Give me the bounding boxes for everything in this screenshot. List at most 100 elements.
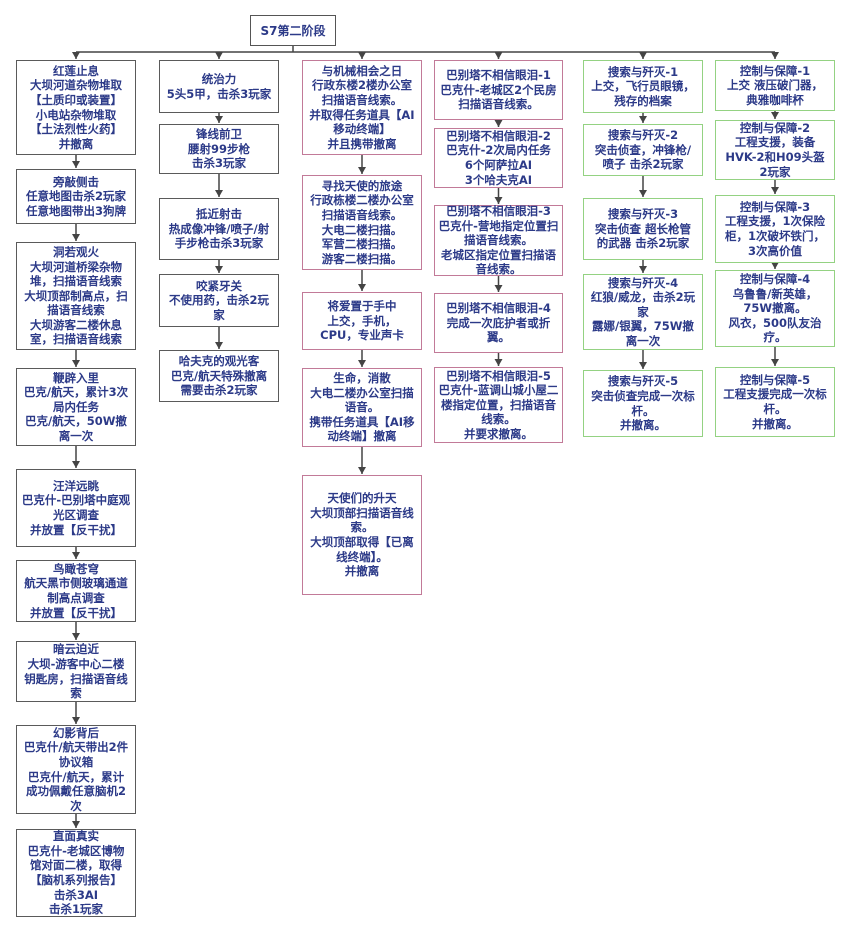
task-line: CPU，专业声卡 <box>320 328 404 343</box>
task-node: 搜索与歼灭-3 突击侦查 超长枪管 的武器 击杀2玩家 <box>583 198 703 260</box>
task-line: 钥匙房，扫描语音线 <box>24 671 128 686</box>
task-title: 生命，消散 <box>333 371 391 386</box>
task-node: 巴别塔不相信眼泪-4 完成一次庇护者或折 翼。 <box>434 293 563 353</box>
task-node: 哈夫克的观光客 巴克/航天特殊撤离 需要击杀2玩家 <box>159 350 279 402</box>
task-line: 【土法烈性火药】 <box>30 122 122 137</box>
task-node: 红莲止息 大坝河道杂物堆取 【土质印或装置】 小电站杂物堆取 【土法烈性火药】 并撤离 <box>16 60 136 155</box>
task-title: 搜索与歼灭-5 <box>607 374 679 389</box>
task-node: 幻影背后 巴克什/航天带出2件 协议箱 巴克什/航天，累计 成功佩戴任意脑机2 次 <box>16 725 136 814</box>
task-node: 天使们的升天 大坝顶部扫描语音线 索。 大坝顶部取得【已离 线终端】。 并撤离 <box>302 475 422 595</box>
task-line: 3个哈夫克AI <box>464 172 533 187</box>
task-line: 并撤离 <box>344 564 380 579</box>
task-line: 突击侦查 超长枪管 <box>594 221 691 236</box>
task-line: 巴克什/航天带出2件 <box>23 740 129 755</box>
task-line: 乌鲁鲁/新英雄， <box>732 286 818 301</box>
task-node: 控制与保障-3 工程支援，1次保险 柜，1次破坏铁门， 3次高价值 <box>715 195 835 263</box>
task-line: 扫描语音线索。 <box>321 92 403 107</box>
task-line: 6个阿萨拉AI <box>464 158 533 172</box>
task-line: 制高点调查 <box>47 591 105 605</box>
task-line: 突击侦查完成一次标 <box>591 388 695 403</box>
task-title: 暗云迫近 <box>53 642 99 657</box>
task-line: 完成一次庇护者或折 <box>446 315 551 330</box>
task-title: 搜索与歼灭-3 <box>607 207 679 222</box>
task-title: 与机械相会之日 <box>321 63 403 78</box>
task-line: 击杀1玩家 <box>48 902 103 917</box>
task-line: 上交，手机， <box>327 313 397 328</box>
task-node: 搜索与歼灭-2 突击侦查，冲锋枪/喷子 击杀2玩家 <box>583 124 703 176</box>
task-node: 巴别塔不相信眼泪-1 巴克什-老城区2个民房 扫描语音线索。 <box>434 60 563 120</box>
task-line: 工程支援完成一次标 <box>723 387 827 402</box>
task-title: 抵近射击 <box>196 207 242 222</box>
task-line: 巴克/航天，累计3次 <box>23 385 129 400</box>
task-line: 典雅咖啡杯 <box>746 92 804 107</box>
task-line: 描语音线索。 <box>464 233 533 248</box>
task-line: 大坝顶部取得【已离 <box>310 535 414 549</box>
task-title: 控制与保障-3 <box>739 199 811 214</box>
task-line: 局内任务 <box>53 399 99 414</box>
task-title: 搜索与歼灭-2 <box>607 128 679 143</box>
task-title: 锋线前卫 <box>196 127 242 142</box>
task-title: 将爱置于手中 <box>327 299 397 314</box>
task-line: 成功佩戴任意脑机2 <box>25 784 126 799</box>
task-title: 哈夫克的观光客 <box>178 354 260 369</box>
task-line: 移动终端】 <box>333 122 391 137</box>
task-line: 巴克什-营地指定位置扫 <box>438 218 559 233</box>
task-line: 索 <box>70 686 82 701</box>
task-title: 统治力 <box>201 71 237 86</box>
task-line: 光区调查 <box>53 508 99 522</box>
task-node: 搜索与歼灭-4 红狼/威龙，击杀2玩家露娜/银翼，75W撤 离一次 <box>583 274 703 350</box>
task-node: 咬紧牙关 不使用药，击杀2玩家 <box>159 274 279 327</box>
task-title: 旁敲侧击 <box>53 174 99 189</box>
task-line: 巴克什-蓝调山城小屋二 <box>438 383 559 398</box>
task-line: 家 <box>213 307 225 322</box>
task-line: 线终端】。 <box>336 549 388 564</box>
task-line: 巴克/航天特殊撤离 <box>170 368 268 383</box>
task-node: 控制与保障-4 乌鲁鲁/新英雄， 75W撤离。 风衣，500队友治 疗。 <box>715 270 835 347</box>
task-node: 寻找天使的旅途 行政栋楼二楼办公室 扫描语音线索。 大电二楼扫描。 军营二楼扫描。 游客二… <box>302 175 422 270</box>
task-line: 任意地图带出3狗牌 <box>25 203 126 218</box>
task-line: 杆。 <box>631 403 655 418</box>
task-line: 翼。 <box>487 330 510 345</box>
task-node: 暗云迫近 大坝-游客中心二楼 钥匙房，扫描语音线索 <box>16 641 136 702</box>
task-line: 大坝河道桥梁杂物 <box>30 259 122 274</box>
task-line: 线索。 <box>481 412 516 427</box>
task-title: 直面真实 <box>53 829 99 844</box>
task-line: 疗。 <box>763 330 787 345</box>
task-title: 搜索与歼灭-1 <box>607 64 679 79</box>
task-title: 汪洋远眺 <box>53 478 99 493</box>
task-line: 工程支援，1次保险 <box>724 214 825 229</box>
task-line: 扫描语音线索。 <box>321 207 403 222</box>
task-node: 鸟瞰苍穹 航天黑市侧玻璃通道 制高点调查 并放置【反干扰】 <box>16 560 136 622</box>
task-line: 并撤离。 <box>752 416 798 431</box>
task-line: 馆对面二楼，取得 <box>30 858 122 873</box>
task-node: 锋线前卫 腰射99步枪 击杀3玩家 <box>159 124 279 174</box>
task-line: 残存的档案 <box>614 93 672 108</box>
task-line: 航天黑市侧玻璃通道 <box>24 576 128 591</box>
task-line: 击杀3玩家 <box>191 156 246 171</box>
task-line: 2玩家 <box>759 164 791 179</box>
task-line: 不使用药，击杀2玩 <box>168 293 269 308</box>
task-line: 5头5甲，击杀3玩家 <box>166 86 272 101</box>
task-line: 杆。 <box>763 402 787 416</box>
task-line: 小电站杂物堆取 <box>35 107 117 122</box>
task-node: 巴别塔不相信眼泪-3 巴克什-营地指定位置扫 描语音线索。 老城区指定位置扫描语 音线索… <box>434 204 563 277</box>
task-line: 柜，1次破坏铁门， <box>724 229 825 243</box>
task-line: 喷子 击杀2玩家 <box>602 157 684 172</box>
task-line: 大坝河道杂物堆取 <box>30 78 122 93</box>
root-node: S7第二阶段 <box>250 15 336 46</box>
task-line: 楼指定位置，扫描语音 <box>441 397 556 412</box>
task-line: 露娜/银翼，75W撤 <box>592 319 694 334</box>
task-line: 巴克什/航天，累计 <box>27 769 125 784</box>
task-line: 击杀3AI <box>53 887 99 902</box>
task-line: 巴克什-老城区博物 <box>27 843 125 858</box>
task-line: 手步枪击杀3玩家 <box>174 236 264 251</box>
task-line: 音线索。 <box>475 262 522 277</box>
task-node: 将爱置于手中 上交，手机， CPU，专业声卡 <box>302 292 422 350</box>
task-line: 并要求撤离。 <box>464 426 533 441</box>
task-line: 室，扫描语音线索 <box>30 332 122 347</box>
task-node: 搜索与歼灭-5 突击侦查完成一次标 杆。 并撤离。 <box>583 370 703 437</box>
task-node: 巴别塔不相信眼泪-2 巴克什-2次局内任务 6个阿萨拉AI 3个哈夫克AI <box>434 128 563 188</box>
task-line: 索。 <box>350 520 374 535</box>
task-node: 控制与保障-5 工程支援完成一次标 杆。 并撤离。 <box>715 367 835 437</box>
task-line: 大坝顶部制高点，扫 <box>24 288 128 303</box>
